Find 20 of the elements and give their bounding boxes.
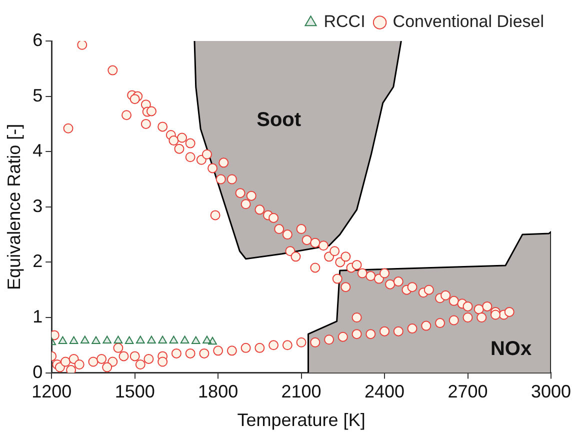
y-tick-label: 0 <box>32 362 43 382</box>
x-axis-title: Temperature [K] <box>237 410 366 430</box>
x-tick-label: 3000 <box>530 382 571 402</box>
y-tick-label: 5 <box>32 85 43 106</box>
legend-label: RCCI <box>324 12 366 32</box>
x-tick-label: 1500 <box>114 382 155 402</box>
x-tick-label: 2100 <box>281 382 322 402</box>
y-axis-title: Equivalence Ratio [-] <box>4 124 24 290</box>
y-tick-label: 4 <box>32 140 43 161</box>
annotation: NOx <box>490 338 532 360</box>
x-tick-label: 2700 <box>448 382 488 402</box>
x-tick-label: 1800 <box>198 382 238 402</box>
x-tick-label: 2400 <box>364 382 405 402</box>
legend-label: Conventional Diesel <box>392 12 544 32</box>
y-tick-label: 2 <box>32 251 43 272</box>
y-tick-label: 6 <box>32 30 43 50</box>
y-tick-label: 3 <box>32 196 43 216</box>
annotation: Soot <box>256 109 302 132</box>
x-tick-label: 1200 <box>32 382 72 402</box>
y-tick-label: 1 <box>32 306 43 326</box>
